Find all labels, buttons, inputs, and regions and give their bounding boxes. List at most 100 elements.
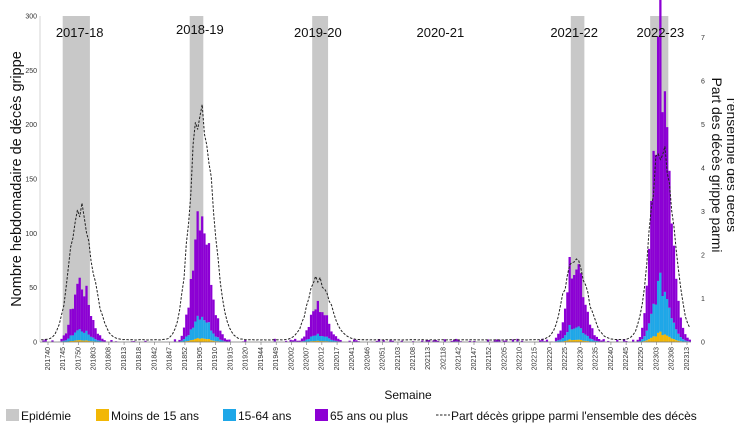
bar-201904-a15_64 xyxy=(194,321,197,339)
season-label: 2017-18 xyxy=(56,25,104,40)
bar-201804-moins15 xyxy=(76,340,79,342)
bar-202247-plus65 xyxy=(647,248,651,324)
bar-202022-plus65 xyxy=(353,339,356,342)
bar-202014-plus65 xyxy=(334,336,338,341)
bar-202303-moins15 xyxy=(666,335,669,342)
bar-201803-a15_64 xyxy=(74,332,77,341)
bar-202243-a15_64 xyxy=(638,341,642,342)
x-tick-label: 201740 xyxy=(45,347,52,370)
y2-tick-label: 1 xyxy=(701,296,705,303)
bar-201828-plus65 xyxy=(130,341,133,342)
bar-202005-plus65 xyxy=(314,309,317,336)
bar-201814-a15_64 xyxy=(98,340,102,342)
x-tick-label: 202152 xyxy=(486,347,493,370)
bar-202308-plus65 xyxy=(677,300,680,334)
y2-ticks: 0 1 2 3 4 5 6 7 xyxy=(701,35,705,346)
bar-201812-a15_64 xyxy=(94,339,97,342)
share-line-layer xyxy=(41,104,691,341)
x-tick-label: 201949 xyxy=(273,347,280,370)
bar-202217-plus65 xyxy=(579,273,583,329)
bar-202007-plus65 xyxy=(319,312,322,337)
bar-201948-plus65 xyxy=(294,338,297,342)
bar-201906-a15_64 xyxy=(198,319,202,339)
bar-202303-a15_64 xyxy=(666,299,669,336)
bar-201911-a15_64 xyxy=(210,330,213,341)
bar-202102-plus65 xyxy=(427,340,431,342)
bar-201913-moins15 xyxy=(214,341,217,342)
bar-202249-plus65 xyxy=(652,150,655,304)
bar-202132-plus65 xyxy=(495,339,499,342)
bar-201751-plus65 xyxy=(64,333,68,341)
bar-201852-plus65 xyxy=(185,314,188,337)
bar-202303-plus65 xyxy=(666,127,669,300)
x-tick-label: 201847 xyxy=(167,347,174,370)
bar-202244-a15_64 xyxy=(641,339,644,342)
y2-tick-label: 3 xyxy=(701,209,705,216)
bar-201815-plus65 xyxy=(101,338,104,342)
bar-201752-a15_64 xyxy=(67,338,70,342)
x-tick-label: 202108 xyxy=(410,347,417,370)
bar-201910-moins15 xyxy=(207,339,211,342)
bar-201901-a15_64 xyxy=(187,335,190,341)
bar-202122-plus65 xyxy=(473,340,476,342)
x-tick-label: 202103 xyxy=(395,347,402,370)
bar-201805-moins15 xyxy=(78,340,81,342)
bar-202002-plus65 xyxy=(307,326,310,339)
bar-201829-plus65 xyxy=(133,341,136,342)
y-tick-label: 100 xyxy=(25,231,37,238)
bar-202215-a15_64 xyxy=(575,327,578,340)
season-label: 2020-21 xyxy=(416,25,464,40)
x-tick-label: 201808 xyxy=(106,347,113,370)
bar-201905-a15_64 xyxy=(196,315,199,339)
bar-202208-a15_64 xyxy=(559,339,562,342)
bar-201952-a15_64 xyxy=(303,340,306,342)
bar-201811-a15_64 xyxy=(92,337,95,342)
bar-202306-plus65 xyxy=(672,245,676,323)
bar-202251-plus65 xyxy=(656,36,660,281)
bar-202001-plus65 xyxy=(305,330,308,340)
y-tick-label: 300 xyxy=(25,14,37,21)
x-tick-label: 202303 xyxy=(653,347,660,370)
bar-202007-moins15 xyxy=(319,341,322,342)
x-tick-label: 202313 xyxy=(684,347,691,370)
x-tick-label: 202240 xyxy=(608,347,615,370)
y2-axis-label-line2: l'ensemble des décès xyxy=(724,98,734,232)
bar-201947-plus65 xyxy=(291,340,295,342)
legend: Epidémie Moins de 15 ans 15-64 ans 65 ans o… xyxy=(6,409,697,423)
bar-202220-plus65 xyxy=(586,311,589,336)
bar-202301-a15_64 xyxy=(661,296,664,336)
legend-label-part: Part décès grippe parmi l'ensemble des d… xyxy=(451,409,697,423)
bar-201807-a15_64 xyxy=(83,332,86,341)
bar-202307-moins15 xyxy=(675,340,678,342)
bar-201919-plus65 xyxy=(228,339,231,342)
bar-202307-a15_64 xyxy=(675,329,678,341)
bar-202131-plus65 xyxy=(493,340,496,342)
bar-201912-moins15 xyxy=(212,340,215,342)
bar-201912-plus65 xyxy=(212,299,215,334)
bar-202252-a15_64 xyxy=(659,272,662,332)
bar-202002-a15_64 xyxy=(307,338,310,342)
bar-202005-moins15 xyxy=(314,341,317,342)
bar-201907-plus65 xyxy=(201,216,204,317)
y-tick-label: 200 xyxy=(25,122,37,129)
x-tick-label: 202220 xyxy=(547,347,554,370)
bar-201806-a15_64 xyxy=(80,331,84,341)
y2-axis-label-line1: Part des décès grippe parmi xyxy=(709,77,725,252)
season-label: 2018-19 xyxy=(176,22,224,37)
bar-201801-a15_64 xyxy=(69,335,72,342)
bar-201918-plus65 xyxy=(226,339,229,342)
bar-202024-plus65 xyxy=(357,341,360,342)
x-tick-label: 201818 xyxy=(136,347,143,370)
bar-202212-plus65 xyxy=(568,256,571,325)
bar-201813-plus65 xyxy=(96,333,99,341)
bar-202135-plus65 xyxy=(502,340,505,342)
bar-201745-plus65 xyxy=(51,340,54,342)
bar-202213-plus65 xyxy=(570,278,574,330)
bar-202143-plus65 xyxy=(520,340,524,342)
x-tick-label: 202002 xyxy=(288,347,295,370)
x-tick-label: 202051 xyxy=(380,347,387,370)
bar-202015-plus65 xyxy=(337,338,340,342)
bar-202043-plus65 xyxy=(400,340,403,342)
bar-202016-plus65 xyxy=(339,339,342,342)
bar-202312-a15_64 xyxy=(686,341,689,342)
